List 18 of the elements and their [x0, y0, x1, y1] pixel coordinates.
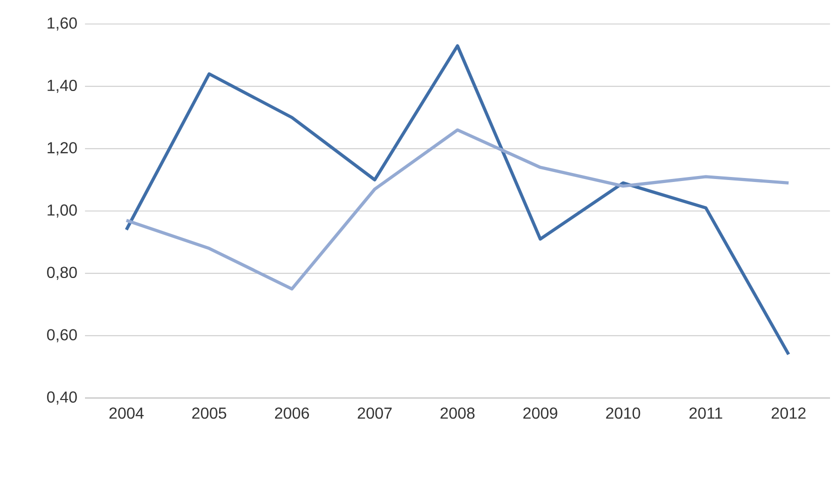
y-tick-label: 1,20 [48, 142, 77, 156]
x-tick-label: 2005 [192, 408, 226, 419]
x-tick-label: 2004 [109, 408, 144, 419]
x-tick-label: 2012 [772, 408, 806, 419]
y-tick-label: 0,40 [47, 391, 77, 405]
x-tick-label: 2009 [523, 408, 558, 419]
y-tick-label: 0,60 [47, 329, 77, 342]
y-tick-label: 1,60 [48, 17, 77, 31]
x-tick-label: 2006 [275, 408, 309, 419]
x-tick-label: 2010 [606, 408, 640, 419]
y-tick-label: 0,80 [47, 266, 77, 280]
line-series [124, 128, 790, 291]
line-series [124, 44, 790, 356]
x-tick-label: 2008 [440, 408, 475, 419]
x-tick-label: 2007 [358, 408, 392, 419]
y-tick-label: 1,00 [48, 204, 77, 218]
y-tick-label: 1,40 [48, 80, 77, 93]
x-tick-label: 2011 [689, 408, 722, 419]
